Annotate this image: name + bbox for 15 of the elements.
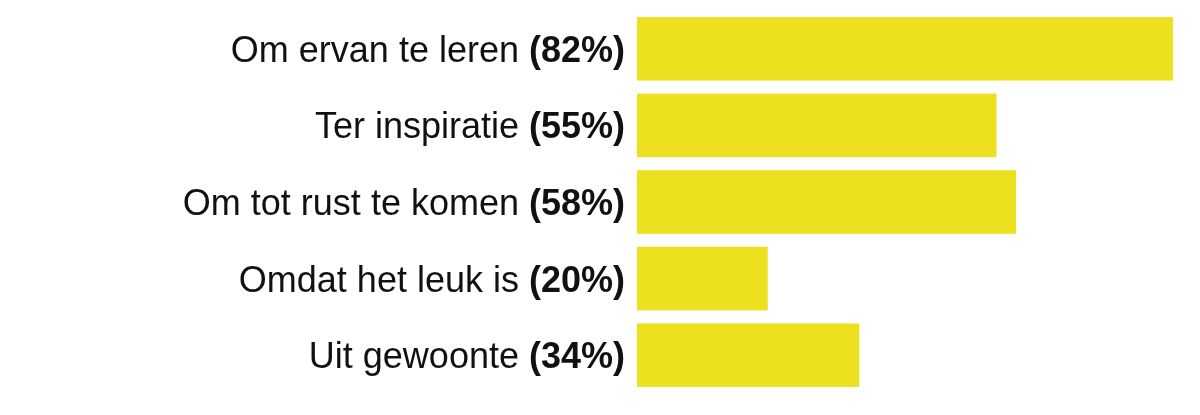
data-label: (20%) xyxy=(528,258,625,300)
y-tick-label: Uit gewoonte xyxy=(308,335,519,377)
bar xyxy=(637,93,997,158)
y-tick-label: Om ervan te leren xyxy=(230,28,519,70)
y-tick-label: Omdat het leuk is xyxy=(238,258,519,300)
data-label: (82%) xyxy=(528,28,625,70)
bar xyxy=(637,17,1173,81)
y-tick-label: Ter inspiratie xyxy=(314,105,519,147)
bar xyxy=(637,246,768,311)
data-label: (58%) xyxy=(528,182,625,223)
data-label: (34%) xyxy=(528,335,625,377)
bar xyxy=(637,170,1017,234)
bar xyxy=(637,323,860,387)
data-label: (55%) xyxy=(528,105,625,147)
y-tick-label: Om tot rust te komen xyxy=(182,182,519,223)
